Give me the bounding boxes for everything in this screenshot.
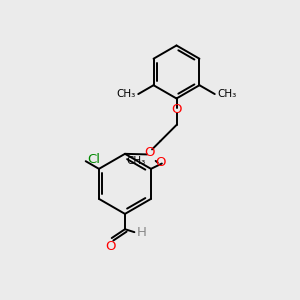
Text: CH₃: CH₃ [217,89,236,99]
Text: Cl: Cl [88,153,100,166]
Text: O: O [105,239,116,253]
Text: H: H [137,226,147,239]
Text: O: O [144,146,154,159]
Text: O: O [171,103,182,116]
Text: CH₃: CH₃ [126,156,146,166]
Text: CH₃: CH₃ [117,89,136,99]
Text: O: O [155,156,166,169]
